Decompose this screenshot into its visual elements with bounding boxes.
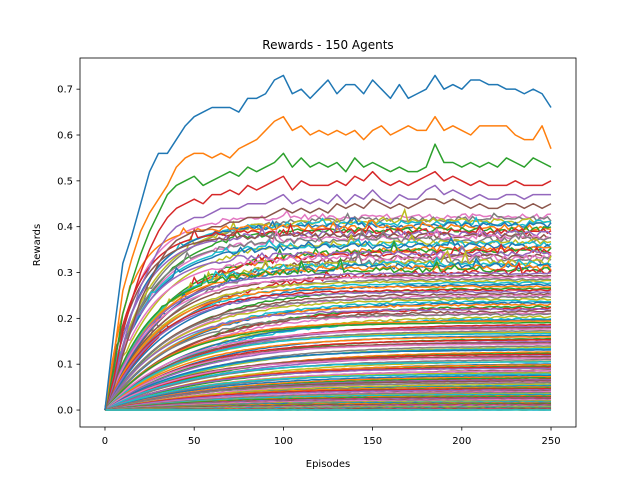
x-tick-label: 0 (102, 436, 108, 447)
y-tick-label: 0.5 (57, 176, 73, 187)
y-tick-label: 0.6 (57, 131, 73, 142)
x-tick-label: 50 (188, 436, 201, 447)
y-tick-label: 0.7 (57, 85, 73, 96)
x-tick-label: 150 (363, 436, 382, 447)
y-tick-label: 0.4 (57, 222, 73, 233)
x-tick-label: 250 (541, 436, 560, 447)
x-tick-label: 200 (452, 436, 471, 447)
x-tick-label: 100 (274, 436, 293, 447)
y-tick-label: 0.1 (57, 360, 73, 371)
y-tick-label: 0.0 (57, 406, 73, 417)
y-tick-label: 0.2 (57, 314, 73, 325)
y-tick-label: 0.3 (57, 268, 73, 279)
y-axis-label: Rewards (32, 224, 43, 266)
chart-title: Rewards - 150 Agents (262, 38, 393, 52)
x-axis-label: Episodes (306, 459, 350, 470)
